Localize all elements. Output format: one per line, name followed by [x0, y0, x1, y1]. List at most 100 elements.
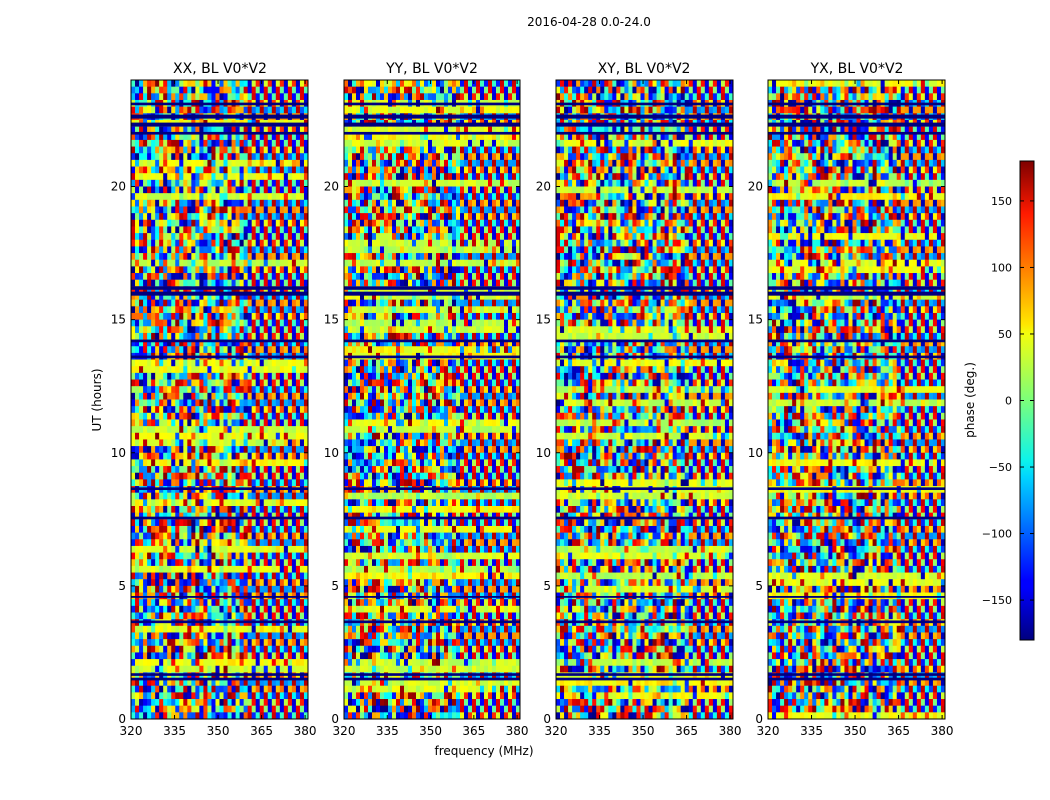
heatmap-cell [183, 499, 188, 507]
heatmap-cell [183, 299, 188, 307]
heatmap-cell [183, 226, 188, 234]
heatmap-cell [448, 159, 453, 167]
heatmap-cell [199, 679, 204, 687]
heatmap-cell [291, 712, 297, 719]
heatmap-cell [131, 273, 136, 281]
heatmap-cell [251, 406, 257, 414]
heatmap-cell [203, 153, 208, 161]
heatmap-cell [295, 239, 301, 247]
heatmap-cell [295, 585, 301, 593]
heatmap-cell [131, 186, 136, 194]
heatmap-cell [251, 679, 257, 687]
heatmap-cell [171, 233, 176, 241]
heatmap-cell [215, 439, 220, 447]
heatmap-cell [195, 679, 200, 687]
heatmap-cell [295, 93, 301, 101]
heatmap-cell [131, 539, 136, 547]
heatmap-cell [203, 439, 208, 447]
heatmap-cell [215, 233, 220, 241]
heatmap-cell [139, 652, 144, 660]
heatmap-cell [171, 699, 176, 707]
heatmap-cell [231, 412, 236, 420]
heatmap-cell [223, 253, 228, 261]
heatmap-cell [235, 705, 241, 713]
heatmap-cell [171, 599, 176, 607]
heatmap-cell [175, 412, 180, 420]
heatmap-cell [231, 306, 236, 314]
heatmap-cell [259, 652, 265, 660]
heatmap-cell [175, 80, 180, 88]
heatmap-cell [235, 273, 241, 281]
heatmap-cell [303, 392, 308, 400]
heatmap-cell [303, 639, 308, 647]
heatmap-cell [295, 399, 301, 407]
heatmap-cell [131, 392, 136, 400]
heatmap-cell [155, 412, 160, 420]
heatmap-cell [139, 426, 144, 434]
heatmap-cell [303, 299, 308, 307]
heatmap-cell [211, 679, 216, 687]
heatmap-cell [163, 339, 168, 347]
heatmap-cell [167, 412, 172, 420]
heatmap-cell [147, 406, 152, 414]
heatmap-cell [171, 213, 176, 221]
heatmap-cell [279, 659, 285, 667]
heatmap-cell [388, 153, 393, 161]
heatmap-cell [251, 173, 257, 181]
heatmap-cell [472, 146, 477, 154]
heatmap-cell [239, 525, 245, 534]
heatmap-cell [147, 146, 152, 154]
heatmap-cell [199, 685, 204, 693]
heatmap-cell [476, 86, 481, 94]
heatmap-cell [283, 306, 289, 314]
heatmap-cell [191, 86, 196, 94]
heatmap-cell [227, 572, 232, 580]
heatmap-cell [159, 193, 164, 201]
heatmap-cell [412, 139, 417, 147]
heatmap-cell [139, 206, 144, 214]
heatmap-cell [231, 539, 236, 547]
heatmap-cell [271, 233, 277, 241]
heatmap-cell [356, 166, 361, 174]
heatmap-cell [175, 579, 180, 587]
heatmap-cell [295, 246, 301, 254]
heatmap-cell [135, 372, 140, 380]
heatmap-cell [231, 479, 236, 487]
heatmap-cell [147, 632, 152, 640]
heatmap-cell [243, 712, 249, 719]
heatmap-cell [259, 273, 265, 281]
heatmap-cell [235, 672, 241, 680]
heatmap-cell [235, 139, 241, 147]
heatmap-cell [163, 712, 168, 719]
heatmap-cell [179, 492, 184, 500]
heatmap-cell [195, 133, 200, 141]
heatmap-cell [452, 159, 457, 167]
heatmap-cell [159, 166, 164, 174]
heatmap-cell [207, 173, 212, 181]
heatmap-cell [223, 632, 228, 640]
heatmap-cell [376, 106, 381, 114]
heatmap-cell [279, 173, 285, 181]
heatmap-cell [147, 519, 152, 527]
heatmap-cell [155, 199, 160, 207]
heatmap-cell [251, 612, 257, 620]
heatmap-cell [147, 712, 152, 719]
heatmap-cell [299, 672, 305, 680]
heatmap-cell [159, 213, 164, 221]
heatmap-cell [167, 246, 172, 254]
heatmap-cell [155, 146, 160, 154]
heatmap-cell [512, 153, 517, 161]
heatmap-cell [163, 665, 168, 673]
heatmap-cell [267, 392, 273, 400]
heatmap-cell [155, 193, 160, 201]
heatmap-cell [283, 712, 289, 719]
heatmap-cell [231, 259, 236, 267]
heatmap-cell [187, 412, 192, 420]
heatmap-cell [151, 193, 156, 201]
heatmap-cell [147, 273, 152, 281]
heatmap-cell [251, 372, 257, 380]
heatmap-cell [155, 106, 160, 114]
heatmap-cell [167, 712, 172, 719]
heatmap-cell [155, 665, 160, 673]
heatmap-cell [203, 299, 208, 307]
